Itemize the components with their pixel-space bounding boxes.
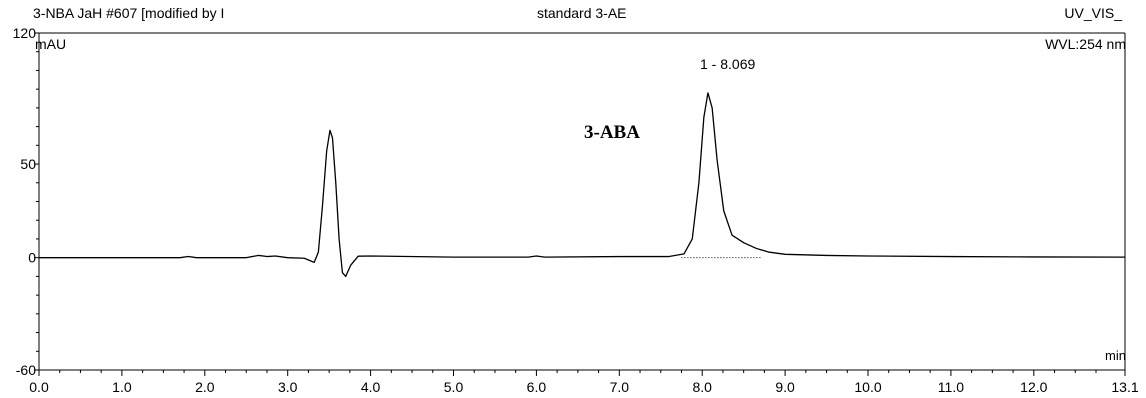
x-tick-label: 0.0: [29, 379, 49, 395]
x-tick-label: 10.0: [854, 379, 881, 395]
trace-layer: [39, 92, 1126, 278]
channel-label: UV_VIS_: [1064, 5, 1122, 21]
x-tick-label: 11.0: [938, 379, 964, 395]
x-tick-label: 9.0: [775, 379, 795, 395]
x-tick-label: 4.0: [361, 379, 381, 395]
x-unit-label: min: [1105, 348, 1126, 363]
x-tick-label: 2.0: [195, 379, 215, 395]
y-tick-label: -60: [16, 362, 36, 378]
x-tick-label: 12.0: [1020, 379, 1047, 395]
y-unit-label: mAU: [35, 36, 66, 52]
x-tick-label: 8.0: [692, 379, 712, 395]
chromatogram-trace: [39, 92, 1126, 278]
peak-label: 1 - 8.069: [700, 56, 755, 72]
axes: 0.0 1.0 2.0 3.0 4.0 5.0 6.0 7.0 8.0 9.0 10.0 11.0 12…: [13, 25, 1139, 395]
y-tick-label: 50: [20, 156, 36, 172]
x-tick-label: 3.0: [278, 379, 298, 395]
y-tick-label: 0: [28, 250, 36, 266]
y-tick-label: 120: [13, 25, 37, 41]
compound-annotation: 3-ABA: [584, 122, 640, 143]
x-tick-label: 6.0: [527, 379, 547, 395]
center-title: standard 3-AE: [537, 5, 627, 21]
sample-title: 3-NBA JaH #607 [modified by I: [33, 5, 224, 21]
x-tick-label: 7.0: [610, 379, 630, 395]
wavelength-label: WVL:254 nm: [1045, 36, 1126, 52]
x-tick-label: 13.1: [1111, 379, 1138, 395]
x-tick-label: 5.0: [444, 379, 464, 395]
x-tick-label: 1.0: [112, 379, 132, 395]
